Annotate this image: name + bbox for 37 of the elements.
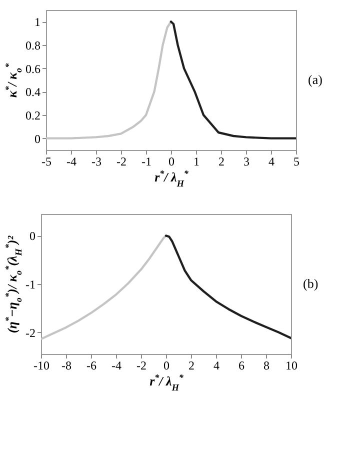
y-tick-label: -2 xyxy=(26,326,36,340)
x-tick-label: -2 xyxy=(116,154,126,168)
x-tick-label: 8 xyxy=(264,358,270,372)
line-series xyxy=(170,20,296,140)
y-tick-label: 0 xyxy=(34,132,40,146)
x-tick-label: -1 xyxy=(142,154,152,168)
line-series xyxy=(164,234,291,340)
x-tick-label: -4 xyxy=(112,358,122,372)
y-tick-label: 1 xyxy=(34,15,40,30)
x-tick-label: -3 xyxy=(92,154,102,168)
y-tick-label: 0.6 xyxy=(26,62,40,76)
x-tick-label: -4 xyxy=(66,154,76,168)
x-tick-label: -2 xyxy=(136,358,146,372)
x-tick-label: 2 xyxy=(218,154,224,168)
x-tick-label: -6 xyxy=(86,358,96,372)
text: (a) xyxy=(308,72,322,87)
y-tick-label: 0.2 xyxy=(26,108,40,122)
x-tick-label: 0 xyxy=(168,154,174,168)
y-tick-label: 0.4 xyxy=(26,85,40,100)
x-tick-label: 5 xyxy=(294,154,300,168)
x-tick-label: 4 xyxy=(214,358,220,372)
line-series xyxy=(41,234,168,340)
x-tick-label: 10 xyxy=(286,358,298,372)
x-tick-label: 6 xyxy=(238,358,244,372)
x-tick-label: 0 xyxy=(164,358,170,372)
y-tick-label: 0.8 xyxy=(26,38,40,52)
x-tick-label: 4 xyxy=(268,154,274,168)
line-series xyxy=(46,20,172,140)
x-tick-label: 1 xyxy=(194,154,200,168)
x-tick-label: 2 xyxy=(188,358,194,372)
x-tick-label: -8 xyxy=(62,358,72,372)
y-tick-label: -1 xyxy=(26,278,36,292)
x-tick-label: 3 xyxy=(244,154,250,168)
x-tick-label: -10 xyxy=(34,358,50,372)
text: (b) xyxy=(303,276,318,291)
x-tick-label: -5 xyxy=(42,154,52,168)
y-tick-label: 0 xyxy=(30,229,36,244)
